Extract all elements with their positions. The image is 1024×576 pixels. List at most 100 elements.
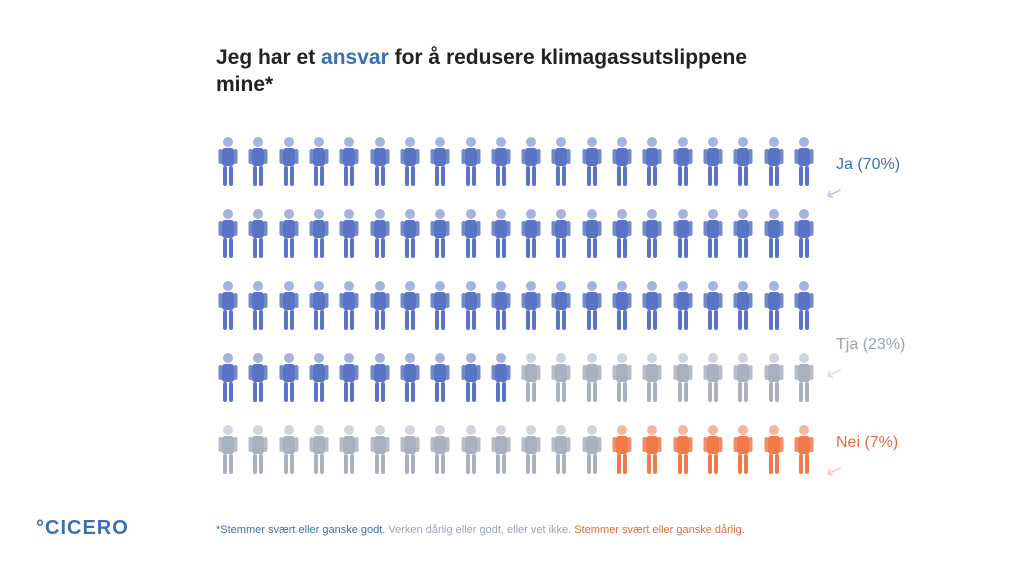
person-icon: [368, 424, 392, 476]
person-icon: [277, 208, 301, 260]
person-icon: [459, 424, 483, 476]
person-icon: [398, 136, 422, 188]
person-icon: [337, 424, 361, 476]
person-icon: [246, 208, 270, 260]
person-icon: [398, 280, 422, 332]
person-icon: [277, 352, 301, 404]
person-icon: [246, 136, 270, 188]
person-icon: [792, 280, 816, 332]
person-icon: [489, 136, 513, 188]
person-icon: [580, 280, 604, 332]
person-icon: [307, 352, 331, 404]
person-icon: [610, 280, 634, 332]
person-icon: [459, 208, 483, 260]
person-icon: [277, 424, 301, 476]
person-icon: [307, 136, 331, 188]
pictogram-grid: [216, 136, 816, 476]
person-icon: [489, 208, 513, 260]
person-icon: [519, 424, 543, 476]
person-icon: [489, 424, 513, 476]
footnote-part: *Stemmer svært eller ganske godt.: [216, 524, 388, 536]
person-icon: [307, 424, 331, 476]
person-icon: [459, 280, 483, 332]
category-label-ja: Ja (70%): [836, 156, 900, 174]
person-icon: [216, 136, 240, 188]
person-icon: [519, 136, 543, 188]
person-icon: [398, 208, 422, 260]
person-icon: [671, 352, 695, 404]
person-icon: [610, 424, 634, 476]
person-icon: [489, 280, 513, 332]
person-icon: [640, 136, 664, 188]
person-icon: [640, 280, 664, 332]
person-icon: [792, 208, 816, 260]
person-icon: [731, 208, 755, 260]
person-icon: [580, 424, 604, 476]
person-icon: [640, 352, 664, 404]
person-icon: [701, 208, 725, 260]
person-icon: [610, 208, 634, 260]
person-icon: [701, 424, 725, 476]
person-icon: [671, 424, 695, 476]
person-icon: [549, 280, 573, 332]
person-icon: [489, 352, 513, 404]
person-icon: [701, 280, 725, 332]
person-icon: [459, 136, 483, 188]
person-icon: [368, 352, 392, 404]
category-label-tja: Tja (23%): [836, 336, 905, 354]
person-icon: [459, 352, 483, 404]
person-icon: [337, 352, 361, 404]
pictogram-row: [216, 208, 816, 260]
person-icon: [580, 352, 604, 404]
pictogram-row: [216, 352, 816, 404]
person-icon: [610, 136, 634, 188]
person-icon: [731, 280, 755, 332]
person-icon: [671, 136, 695, 188]
cicero-logo: °CICERO: [36, 517, 129, 540]
person-icon: [368, 208, 392, 260]
person-icon: [792, 352, 816, 404]
pictogram-row: [216, 136, 816, 188]
person-icon: [277, 280, 301, 332]
person-icon: [580, 208, 604, 260]
person-icon: [428, 352, 452, 404]
person-icon: [428, 136, 452, 188]
person-icon: [792, 424, 816, 476]
footnote-part: Verken dårlig eller godt, eller vet ikke…: [388, 524, 574, 536]
person-icon: [762, 208, 786, 260]
person-icon: [731, 424, 755, 476]
person-icon: [762, 136, 786, 188]
person-icon: [216, 280, 240, 332]
category-label-nei: Nei (7%): [836, 434, 898, 452]
person-icon: [731, 352, 755, 404]
person-icon: [307, 208, 331, 260]
chart-title: Jeg har et ansvar for å redusere klimaga…: [216, 44, 776, 99]
person-icon: [337, 208, 361, 260]
person-icon: [398, 424, 422, 476]
footnote: *Stemmer svært eller ganske godt. Verken…: [216, 524, 745, 536]
person-icon: [519, 352, 543, 404]
title-prefix: Jeg har et: [216, 46, 321, 69]
person-icon: [216, 424, 240, 476]
person-icon: [428, 280, 452, 332]
person-icon: [549, 136, 573, 188]
person-icon: [519, 208, 543, 260]
pointer-arrow-icon: ↙: [822, 178, 846, 207]
person-icon: [337, 280, 361, 332]
person-icon: [368, 280, 392, 332]
person-icon: [640, 208, 664, 260]
footnote-part: Stemmer svært eller ganske dårlig.: [574, 524, 745, 536]
person-icon: [549, 352, 573, 404]
person-icon: [671, 280, 695, 332]
person-icon: [428, 424, 452, 476]
person-icon: [792, 136, 816, 188]
person-icon: [368, 136, 392, 188]
person-icon: [246, 424, 270, 476]
person-icon: [519, 280, 543, 332]
pictogram-row: [216, 424, 816, 476]
person-icon: [580, 136, 604, 188]
pictogram-row: [216, 280, 816, 332]
person-icon: [398, 352, 422, 404]
person-icon: [428, 208, 452, 260]
person-icon: [246, 352, 270, 404]
